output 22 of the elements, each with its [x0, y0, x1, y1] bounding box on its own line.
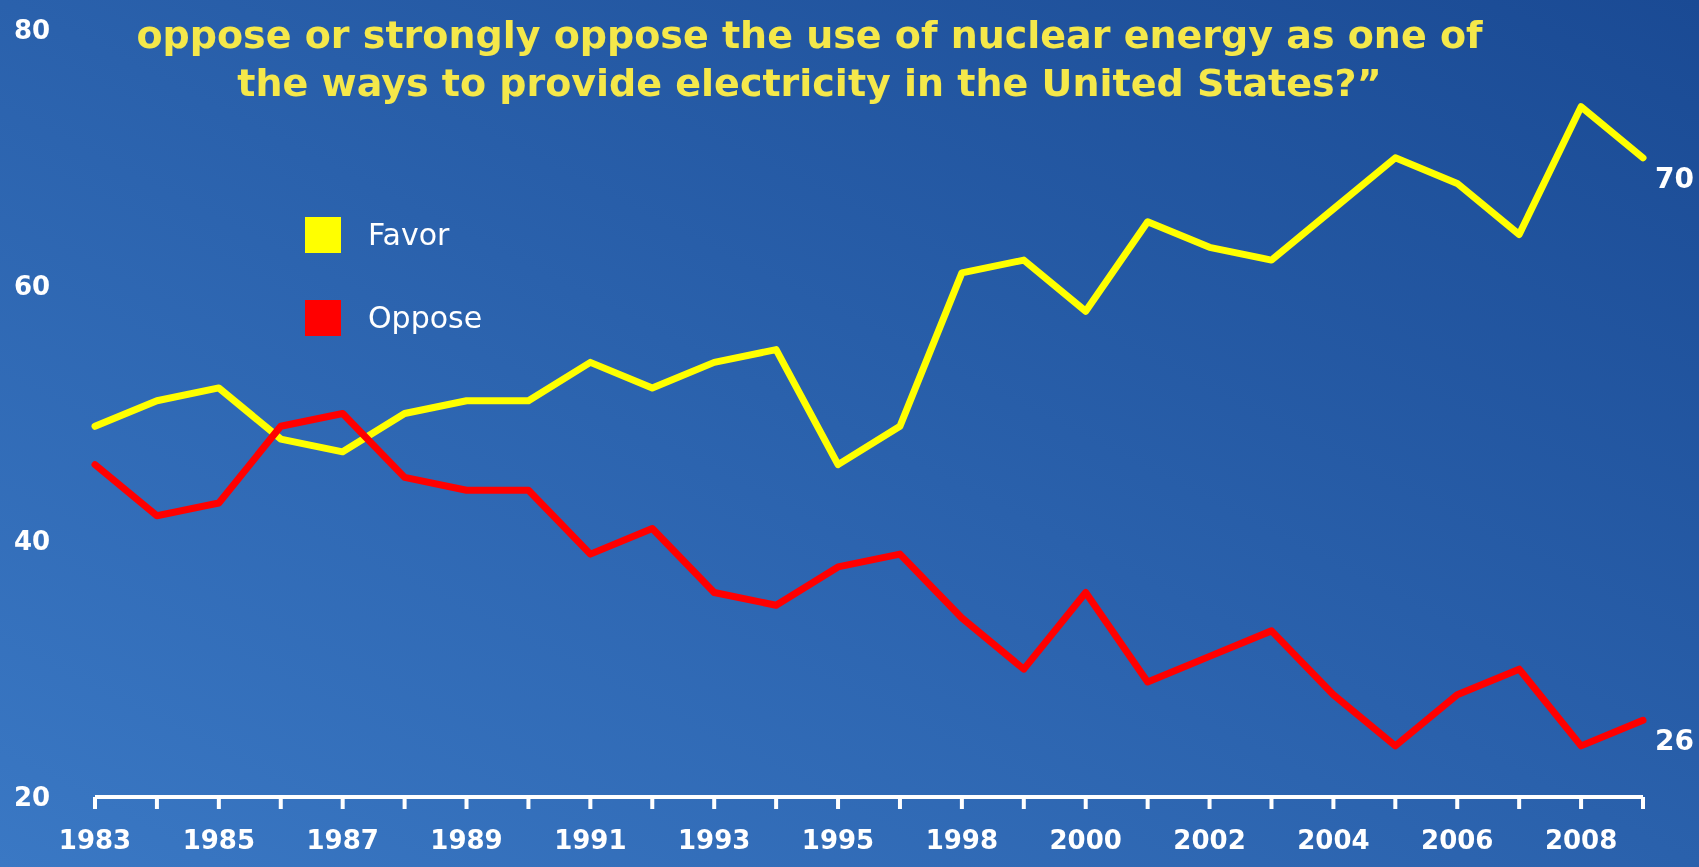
x-tick-label: 1993 [678, 825, 751, 855]
data-label: 70 [1655, 161, 1694, 195]
y-tick-label: 60 [14, 270, 51, 301]
x-tick-label: 2004 [1297, 825, 1370, 855]
x-tick-label: 1987 [306, 825, 379, 855]
x-tick-label: 2006 [1421, 825, 1494, 855]
x-tick-label: 1998 [925, 825, 999, 855]
legend-label: Favor [368, 217, 450, 252]
y-tick-label: 20 [14, 782, 51, 812]
data-label: 26 [1655, 724, 1694, 758]
y-tick-label: 40 [14, 526, 51, 557]
y-tick-label: 80 [14, 15, 51, 45]
x-tick-label: 1991 [554, 825, 627, 855]
x-tick-label: 1985 [182, 825, 256, 855]
x-tick-label: 2000 [1049, 825, 1122, 855]
x-tick-label: 2008 [1544, 825, 1618, 855]
chart-title: oppose or strongly oppose the use of nuclear energy as one of the ways to provide electricity in the United States?” [136, 13, 1484, 105]
x-tick-label: 1995 [801, 825, 875, 855]
x-tick-label: 2002 [1173, 825, 1246, 855]
legend-label: Oppose [368, 300, 483, 335]
x-tick-label: 1983 [58, 825, 132, 855]
x-tick-label: 1989 [430, 825, 503, 855]
